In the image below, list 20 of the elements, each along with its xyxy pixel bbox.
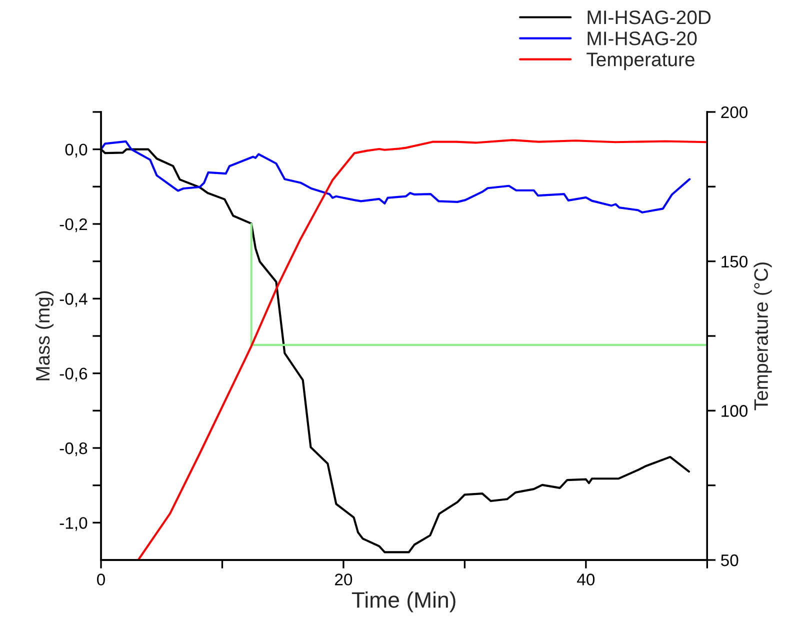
y-tick-label: -0,2 xyxy=(60,218,87,232)
y2-tick-label: 200 xyxy=(721,106,748,118)
x-tick-label: 0 xyxy=(97,574,105,586)
y-tick-label: -0,6 xyxy=(60,368,88,382)
y2-tick-label: 100 xyxy=(722,405,748,417)
x-tick-label: 40 xyxy=(577,574,595,586)
y2-axis-title: Temperature (°C) xyxy=(754,262,772,410)
legend-label: MI-HSAG-20 xyxy=(588,32,697,46)
legend-label: MI-HSAG-20D xyxy=(588,10,711,24)
line-series xyxy=(101,140,691,214)
y-tick-label: -0,8 xyxy=(60,442,88,456)
y-tick-label: 0,0 xyxy=(65,144,88,158)
x-tick-label: 20 xyxy=(335,574,352,586)
y2-tick-label: 50 xyxy=(721,554,738,566)
y-tick-label: -0,4 xyxy=(60,293,88,307)
x-axis-title: Time (Min) xyxy=(352,592,456,612)
y-tick-label: -1,0 xyxy=(60,517,88,531)
legend-label: Temperature xyxy=(586,52,694,70)
y2-tick-label: 150 xyxy=(722,256,748,268)
y-axis-title: Mass (mg) xyxy=(35,291,54,380)
